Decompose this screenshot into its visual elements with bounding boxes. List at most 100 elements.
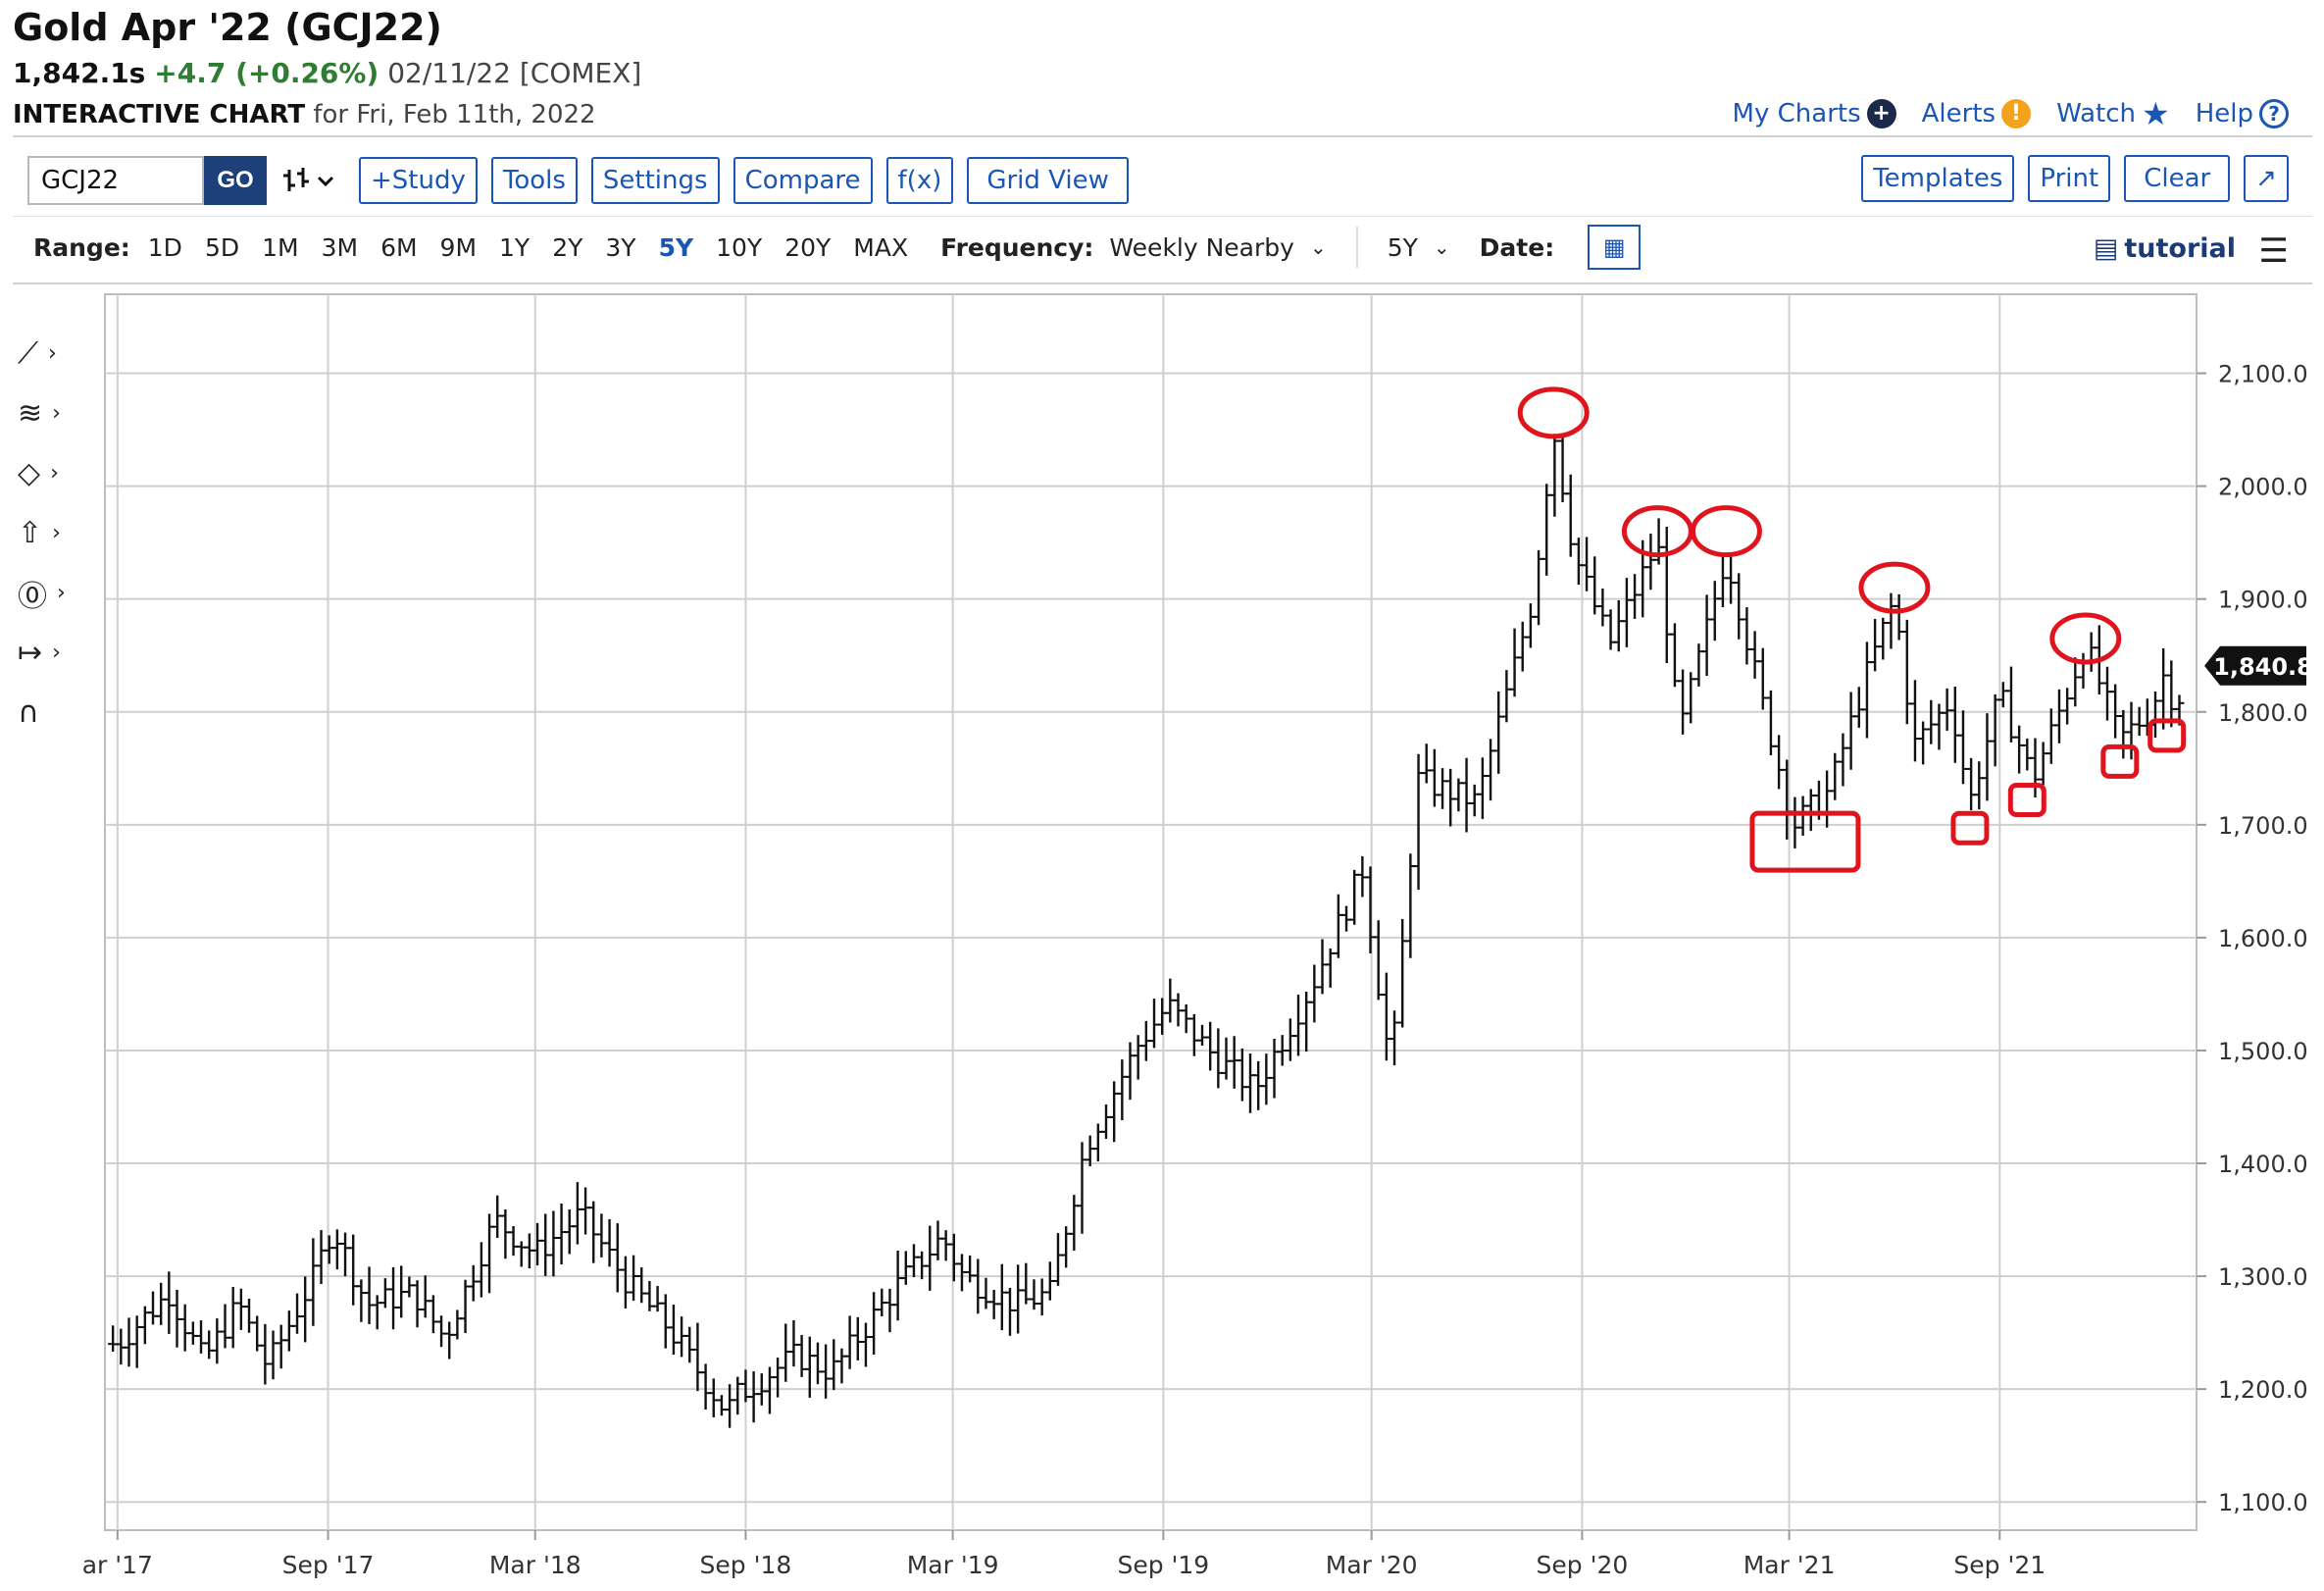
range-bar: Range: 1D 5D 1M 3M 6M 9M 1Y 2Y 3Y 5Y 10Y 20Y MAX Fre… [33,225,1642,270]
measure-tool[interactable]: ↦ › [18,623,96,683]
annotation-ellipse [1858,561,1931,614]
range-option-20y[interactable]: 20Y [784,232,832,262]
shapes-tool[interactable]: ◇ › [18,443,96,503]
range-option-1d[interactable]: 1D [147,232,182,262]
divider [1355,227,1358,268]
subtitle-bold: INTERACTIVE CHART [13,100,306,129]
x-tick-label: Mar '20 [1326,1551,1418,1579]
bar-type-dropdown[interactable] [277,156,345,205]
film-icon: ▤ [2093,233,2119,264]
tutorial-label: tutorial [2124,233,2236,264]
annotation-ellipse [1517,386,1590,439]
watch-link[interactable]: Watch ★ [2056,98,2170,129]
drawing-tools: ⟋ › ≋ › ◇ › ⇧ › ⓪ › ↦ › ∩ [18,324,96,743]
top-links: My Charts + Alerts ! Watch ★ Help ? [1733,98,2289,129]
tutorial-link[interactable]: ▤ tutorial [2094,233,2236,264]
period-select[interactable]: 5Y [1387,232,1418,262]
annotation-box [1749,810,1861,873]
y-tick-label: 1,800.0 [2218,699,2308,727]
measure-icon: ↦ [18,636,43,670]
tools-button[interactable]: Tools [490,157,578,204]
function-button[interactable]: f(x) [885,157,954,204]
plot-frame [104,293,2198,1531]
plus-circle-icon: + [1866,99,1896,128]
y-tick-label: 1,100.0 [2218,1489,2308,1516]
range-option-6m[interactable]: 6M [380,232,418,262]
ohlc-bars-icon [283,168,334,191]
symbol-input[interactable] [27,156,204,205]
templates-button[interactable]: Templates [1861,155,2015,202]
chevron-right-icon: › [52,401,61,426]
print-button[interactable]: Print [2028,155,2111,202]
range-option-5y[interactable]: 5Y [658,232,694,262]
trendline-tool[interactable]: ⟋ › [18,324,96,384]
x-tick-label: Mar '19 [907,1551,999,1579]
frequency-label: Frequency: [940,232,1094,262]
chevron-right-icon: › [57,581,66,605]
chevron-right-icon: › [48,341,57,366]
y-tick-label: 1,400.0 [2218,1151,2308,1178]
chart-toolbar: GO +Study Tools Settings Compare f(x) Gr… [27,155,1129,206]
range-option-1m[interactable]: 1M [262,232,299,262]
y-tick-label: 1,500.0 [2218,1038,2308,1065]
expand-button[interactable]: ↗ [2244,155,2289,202]
magnet-icon: ∩ [18,695,39,730]
star-icon: ★ [2142,95,2170,132]
alerts-link[interactable]: Alerts ! [1921,99,2032,128]
alerts-label: Alerts [1921,99,1996,128]
subtitle-date: for Fri, Feb 11th, 2022 [313,100,596,129]
help-link[interactable]: Help ? [2196,99,2289,128]
last-price-flag [2204,645,2306,686]
menu-icon[interactable]: ☰ [2258,231,2289,271]
chevron-right-icon: › [50,461,59,486]
range-label: Range: [33,232,130,262]
lines-tool[interactable]: ≋ › [18,384,96,443]
annotation-box [2147,718,2187,753]
settings-button[interactable]: Settings [590,157,720,204]
help-label: Help [2195,99,2253,128]
page-title: Gold Apr '22 (GCJ22) [13,6,442,49]
compare-button[interactable]: Compare [733,157,873,204]
x-tick-label: Sep '17 [282,1551,375,1579]
frequency-select[interactable]: Weekly Nearby [1109,232,1294,262]
clear-button[interactable]: Clear [2124,155,2231,202]
go-button[interactable]: GO [204,156,267,205]
grid-view-button[interactable]: Grid View [967,157,1129,204]
annotation-box [2007,783,2046,818]
chevron-right-icon: › [52,641,61,665]
question-icon: ? [2259,99,2289,128]
date-label: Date: [1479,232,1555,262]
range-option-10y[interactable]: 10Y [716,232,763,262]
price-change: +4.7 (+0.26%) [154,57,379,89]
range-option-max[interactable]: MAX [853,232,909,262]
range-option-9m[interactable]: 9M [439,232,478,262]
annotation-box [2100,744,2140,779]
range-option-5d[interactable]: 5D [204,232,240,262]
my-charts-link[interactable]: My Charts + [1733,99,1896,128]
divider [13,282,2312,284]
last-price: 1,842.1s [13,57,146,89]
x-tick-label: Sep '20 [1537,1551,1629,1579]
x-tick-label: Sep '18 [700,1551,792,1579]
chevron-right-icon: › [52,521,61,545]
range-option-3m[interactable]: 3M [321,232,359,262]
chevron-down-icon[interactable]: ⌄ [1433,235,1450,259]
x-tick-label: Mar '18 [489,1551,581,1579]
add-study-button[interactable]: +Study [359,157,478,204]
my-charts-label: My Charts [1732,99,1861,128]
y-tick-label: 1,600.0 [2218,925,2308,952]
range-option-1y[interactable]: 1Y [499,232,530,262]
divider [13,135,2312,137]
text-tool[interactable]: ⓪ › [18,563,96,623]
calendar-icon[interactable]: ▦ [1588,225,1642,270]
chevron-down-icon[interactable]: ⌄ [1309,235,1327,259]
annotation-box [1950,810,1990,846]
magnet-tool[interactable]: ∩ [18,683,96,743]
quote-line: 1,842.1s +4.7 (+0.26%) 02/11/22 [COMEX] [13,57,641,89]
x-tick-label: Sep '21 [1953,1551,2046,1579]
range-option-3y[interactable]: 3Y [605,232,636,262]
trendline-icon: ⟋ [18,336,38,371]
range-option-2y[interactable]: 2Y [552,232,583,262]
arrow-tool[interactable]: ⇧ › [18,503,96,563]
